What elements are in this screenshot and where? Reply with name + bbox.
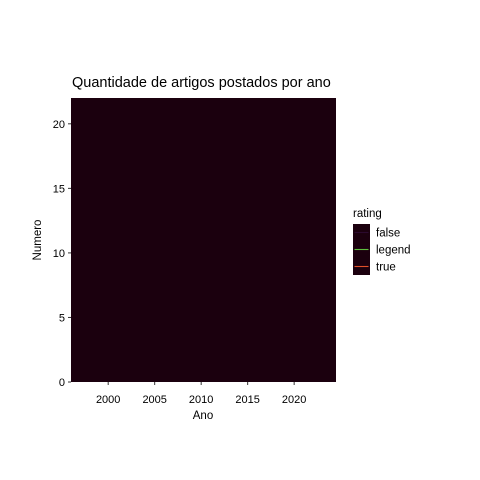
x-axis: 2000 2005 2010 2015 2020 (96, 382, 306, 406)
legend-label-false: false (376, 228, 400, 240)
y-tick-label: 10 (53, 248, 65, 260)
legend: rating false legend true (353, 208, 411, 275)
legend-label-legend: legend (376, 245, 411, 257)
x-tick-label: 2015 (235, 394, 259, 406)
x-tick-label: 2020 (282, 394, 306, 406)
legend-title: rating (353, 208, 382, 220)
y-axis: 0 5 10 15 20 (53, 119, 71, 389)
chart-title: Quantidade de artigos postados por ano (72, 75, 331, 91)
legend-label-true: true (376, 262, 396, 274)
y-tick-label: 0 (59, 377, 65, 389)
y-tick-label: 15 (53, 183, 65, 195)
x-tick-label: 2010 (189, 394, 213, 406)
y-tick-label: 5 (59, 312, 65, 324)
x-axis-title: Ano (193, 410, 213, 422)
y-tick-label: 20 (53, 119, 65, 131)
y-axis-title: Numero (32, 220, 44, 261)
x-tick-label: 2005 (142, 394, 166, 406)
x-tick-label: 2000 (96, 394, 120, 406)
plot-panel (71, 98, 336, 382)
